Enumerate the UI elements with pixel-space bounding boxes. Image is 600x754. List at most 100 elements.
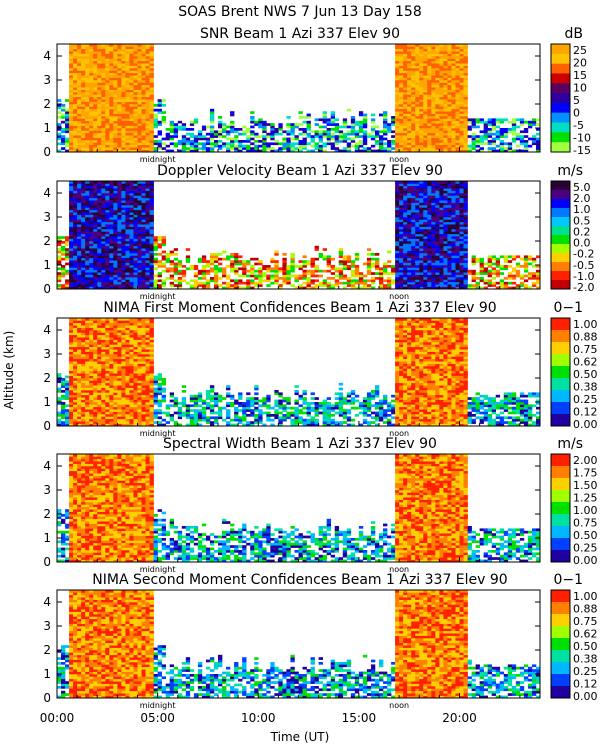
y-tick-label: 3 (43, 73, 51, 87)
y-axis-label: Altitude (km) (2, 331, 16, 410)
panel-title: SNR Beam 1 Azi 337 Elev 90 (200, 26, 400, 42)
y-tick-label: 3 (43, 347, 51, 361)
colorbar-unit: dB (565, 26, 584, 42)
colorbar-swatch (551, 262, 570, 271)
x-tick-label: 15:00 (342, 711, 377, 725)
colorbar: 2.001.751.501.251.000.750.500.250.00 (551, 454, 598, 567)
colorbar: 5.02.01.00.50.20.0-0.2-0.5-1.0-2.0 (551, 181, 594, 294)
y-tick-label: 2 (43, 371, 51, 385)
colorbar-tick-label: -15 (573, 144, 591, 157)
colorbar-swatch (551, 181, 570, 190)
colorbar-tick-label: 0.25 (573, 665, 598, 678)
colorbar-swatch (551, 602, 570, 614)
colorbar-tick-label: 0.38 (573, 381, 598, 394)
colorbar-swatch (551, 378, 570, 390)
figure-title: SOAS Brent NWS 7 Jun 13 Day 158 (178, 4, 421, 20)
y-tick-label: 4 (43, 595, 51, 609)
colorbar-unit: 0−1 (553, 572, 583, 588)
colorbar-tick-label: -10 (573, 132, 591, 145)
colorbar-tick-label: 20 (573, 57, 587, 70)
colorbar-swatch (551, 226, 570, 235)
panel-3: NIMA First Moment Confidences Beam 1 Azi… (43, 300, 597, 438)
y-tick-label: 1 (43, 121, 51, 135)
marker-noon: noon (389, 701, 409, 710)
colorbar-swatch (551, 190, 570, 199)
y-tick-label: 2 (43, 643, 51, 657)
x-tick-label: 05:00 (140, 711, 175, 725)
colorbar-tick-label: 0 (573, 107, 580, 120)
colorbar-tick-label: 0.62 (573, 628, 598, 641)
y-tick-label: 4 (43, 323, 51, 337)
colorbar-tick-label: 10 (573, 82, 587, 95)
colorbar-swatch (551, 662, 570, 674)
colorbar-tick-label: 0.88 (573, 331, 598, 344)
colorbar-tick-label: 1.25 (573, 492, 598, 505)
colorbar-tick-label: 0.75 (573, 517, 598, 530)
y-tick-label: 1 (43, 395, 51, 409)
colorbar-tick-label: 1.00 (573, 318, 598, 331)
colorbar-tick-label: 0.00 (573, 554, 598, 567)
colorbar-swatch (551, 550, 570, 562)
y-tick-label: 2 (43, 507, 51, 521)
y-tick-label: 4 (43, 186, 51, 200)
colorbar-tick-label: 0.25 (573, 393, 598, 406)
y-tick-label: 1 (43, 258, 51, 272)
y-tick-label: 1 (43, 531, 51, 545)
panel-title: NIMA First Moment Confidences Beam 1 Azi… (103, 300, 496, 316)
panel-title: Doppler Velocity Beam 1 Azi 337 Elev 90 (157, 163, 443, 179)
colorbar-tick-label: 25 (573, 44, 587, 57)
colorbar-tick-label: 0.12 (573, 678, 598, 691)
panel-title: NIMA Second Moment Confidences Beam 1 Az… (92, 572, 507, 588)
colorbar-swatch (551, 342, 570, 354)
colorbar-tick-label: 1.75 (573, 467, 598, 480)
colorbar-tick-label: 1.00 (573, 590, 598, 603)
y-tick-label: 0 (43, 691, 51, 705)
colorbar-swatch (551, 402, 570, 414)
colorbar-swatch (551, 390, 570, 402)
y-tick-label: 0 (43, 419, 51, 433)
y-tick-label: 0 (43, 145, 51, 159)
y-tick-label: 4 (43, 49, 51, 63)
colorbar-tick-label: 15 (573, 69, 587, 82)
colorbar-swatch (551, 142, 570, 152)
colorbar-swatch (551, 490, 570, 502)
colorbar-tick-label: 5 (573, 94, 580, 107)
colorbar-swatch (551, 454, 570, 466)
colorbar-swatch (551, 674, 570, 686)
colorbar-swatch (551, 280, 570, 289)
colorbar-tick-label: 0.75 (573, 343, 598, 356)
colorbar-swatch (551, 318, 570, 330)
colorbar-tick-label: 0.00 (573, 418, 598, 431)
colorbar-swatch (551, 44, 570, 54)
colorbar-swatch (551, 366, 570, 378)
colorbar-swatch (551, 113, 570, 123)
x-axis-label: Time (UT) (270, 730, 330, 744)
colorbar-swatch (551, 650, 570, 662)
colorbar-swatch (551, 83, 570, 93)
colorbar-swatch (551, 73, 570, 83)
colorbar-tick-label: 0.12 (573, 406, 598, 419)
colorbar-swatch (551, 54, 570, 64)
colorbar-swatch (551, 93, 570, 103)
panel-title: Spectral Width Beam 1 Azi 337 Elev 90 (163, 436, 437, 452)
colorbar-swatch (551, 686, 570, 698)
colorbar-swatch (551, 478, 570, 490)
colorbar-unit: 0−1 (553, 300, 583, 316)
colorbar-swatch (551, 526, 570, 538)
colorbar-swatch (551, 199, 570, 208)
colorbar-swatch (551, 514, 570, 526)
colorbar-swatch (551, 64, 570, 74)
y-tick-label: 3 (43, 619, 51, 633)
colorbar-tick-label: 2.00 (573, 454, 598, 467)
colorbar-swatch (551, 466, 570, 478)
marker-midnight: midnight (140, 701, 176, 710)
y-tick-label: 4 (43, 459, 51, 473)
colorbar-tick-label: 1.00 (573, 504, 598, 517)
colorbar-tick-label: 0.00 (573, 690, 598, 703)
colorbar-swatch (551, 217, 570, 226)
colorbar-tick-label: 0.75 (573, 615, 598, 628)
